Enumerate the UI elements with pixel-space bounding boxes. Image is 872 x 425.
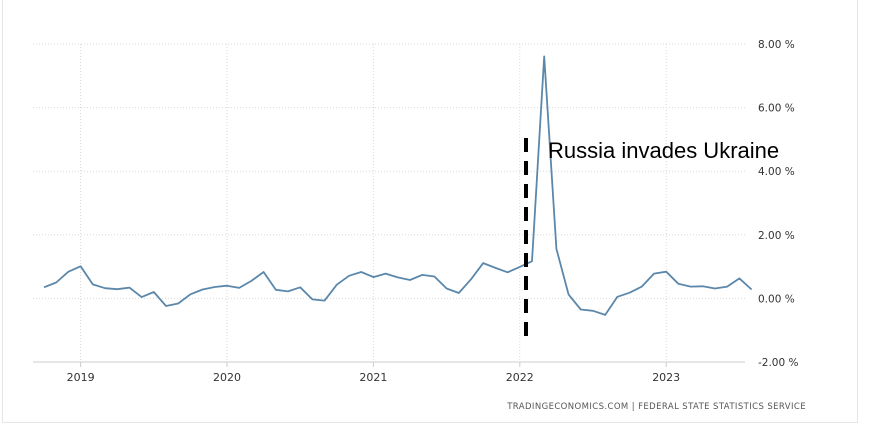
vertical-gridlines: [80, 44, 667, 367]
y-tick-label: 0.00 %: [758, 293, 795, 305]
horizontal-gridlines: [33, 43, 745, 299]
x-tick-label: 2022: [506, 371, 534, 384]
x-tick-label: 2021: [359, 371, 387, 384]
series-line: [43, 55, 753, 316]
x-tick-label: 2019: [67, 371, 95, 384]
source-credit: TRADINGECONOMICS.COM | FEDERAL STATE STA…: [506, 402, 806, 412]
y-tick-label: 6.00 %: [758, 103, 795, 115]
annotation-layer: Russia invades Ukraine: [524, 138, 779, 340]
annotation-label: Russia invades Ukraine: [548, 138, 779, 163]
series-layer: [43, 55, 753, 316]
y-tick-label: 8.00 %: [758, 39, 795, 51]
y-tick-label: 4.00 %: [758, 166, 795, 178]
x-axis-tick-labels: 2019 2020 2021 2022 2023: [67, 371, 681, 384]
chart-frame: [2, 0, 858, 423]
y-axis-tick-labels: 8.00 % 6.00 % 4.00 % 2.00 % 0.00 % -2.00 %: [758, 39, 799, 369]
y-tick-label: 2.00 %: [758, 230, 795, 242]
x-tick-label: 2020: [213, 371, 241, 384]
x-tick-label: 2023: [652, 371, 680, 384]
y-tick-label: -2.00 %: [758, 357, 799, 369]
